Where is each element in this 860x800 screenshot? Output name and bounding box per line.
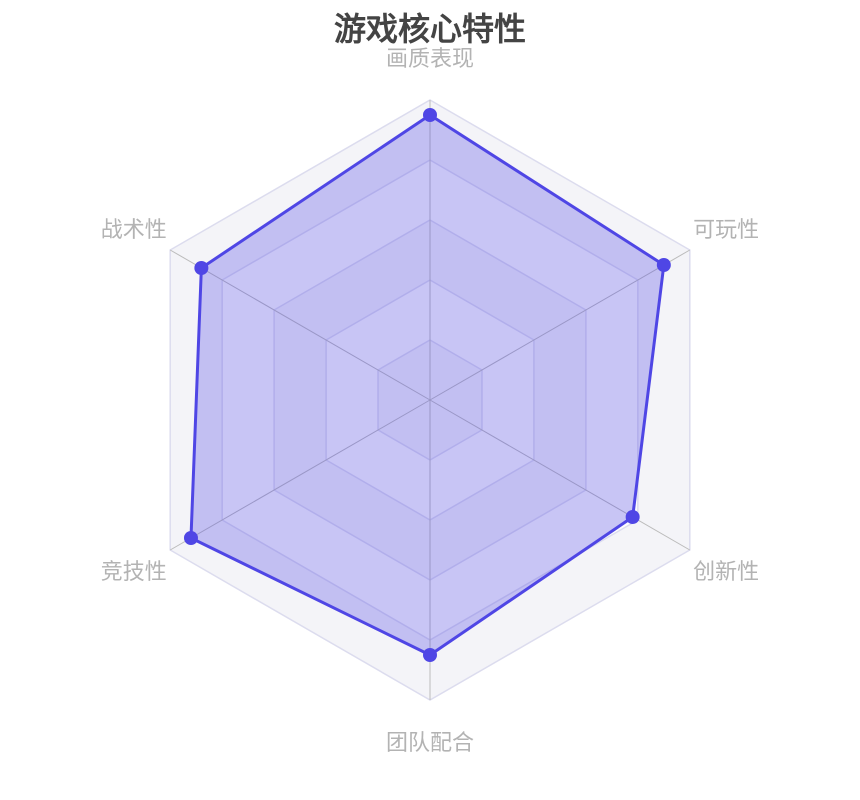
chart-title: 游戏核心特性 (333, 10, 526, 48)
axis-line (429, 249, 691, 401)
data-point (423, 648, 437, 662)
indicator-label: 战术性 (101, 218, 167, 243)
indicator-label: 团队配合 (386, 731, 474, 756)
axis-line (169, 249, 431, 401)
indicator-label: 画质表现 (386, 47, 474, 72)
indicator-label: 可玩性 (693, 218, 759, 243)
data-point (625, 510, 640, 524)
indicator-label: 创新性 (693, 560, 759, 585)
data-point (194, 261, 209, 275)
data-point (656, 258, 671, 272)
data-point (423, 108, 437, 122)
data-point (183, 531, 198, 545)
axis-line (169, 399, 431, 551)
indicator-label: 竞技性 (101, 560, 167, 585)
axis-line (429, 399, 691, 551)
